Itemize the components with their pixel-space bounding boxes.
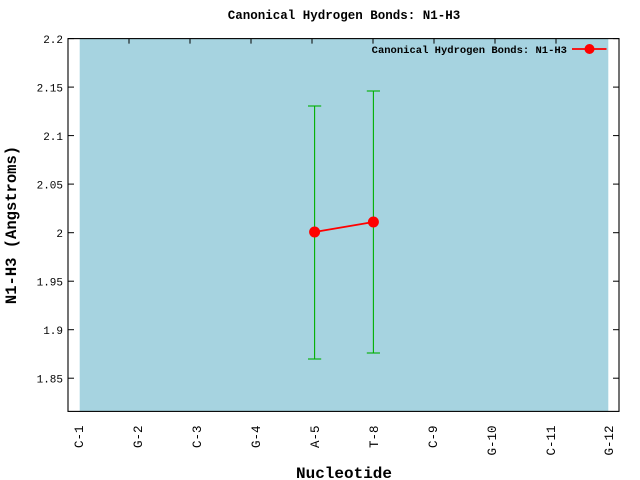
svg-text:T-8: T-8	[368, 426, 382, 449]
svg-text:2.05: 2.05	[37, 181, 63, 193]
svg-text:C-1: C-1	[73, 426, 87, 449]
svg-text:2.1: 2.1	[43, 132, 63, 144]
svg-text:A-5: A-5	[309, 426, 323, 449]
svg-text:G-4: G-4	[250, 426, 264, 449]
svg-text:1.95: 1.95	[37, 278, 63, 290]
svg-text:N1-H3 (Angstroms): N1-H3 (Angstroms)	[3, 146, 21, 304]
svg-text:1.85: 1.85	[37, 375, 63, 387]
svg-text:Canonical Hydrogen Bonds: N1-H: Canonical Hydrogen Bonds: N1-H3	[372, 45, 567, 57]
svg-text:Canonical Hydrogen Bonds: N1-H: Canonical Hydrogen Bonds: N1-H3	[228, 9, 461, 23]
svg-text:G-12: G-12	[603, 426, 617, 456]
svg-text:C-9: C-9	[427, 426, 441, 449]
svg-text:C-11: C-11	[545, 426, 559, 456]
svg-text:2: 2	[56, 229, 63, 241]
svg-text:1.9: 1.9	[43, 326, 63, 338]
svg-text:C-3: C-3	[191, 426, 205, 449]
svg-text:2.2: 2.2	[43, 35, 63, 47]
svg-text:G-2: G-2	[132, 426, 146, 449]
svg-text:Nucleotide: Nucleotide	[296, 465, 392, 480]
svg-text:G-10: G-10	[486, 426, 500, 456]
svg-text:2.15: 2.15	[37, 84, 63, 96]
